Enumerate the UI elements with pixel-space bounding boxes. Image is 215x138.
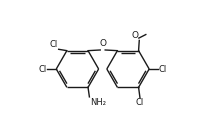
Text: O: O — [99, 39, 106, 48]
Text: Cl: Cl — [38, 64, 47, 74]
Text: Cl: Cl — [136, 98, 144, 107]
Text: Cl: Cl — [50, 40, 58, 49]
Text: O: O — [132, 31, 139, 40]
Text: Cl: Cl — [158, 64, 167, 74]
Text: NH₂: NH₂ — [90, 98, 106, 107]
